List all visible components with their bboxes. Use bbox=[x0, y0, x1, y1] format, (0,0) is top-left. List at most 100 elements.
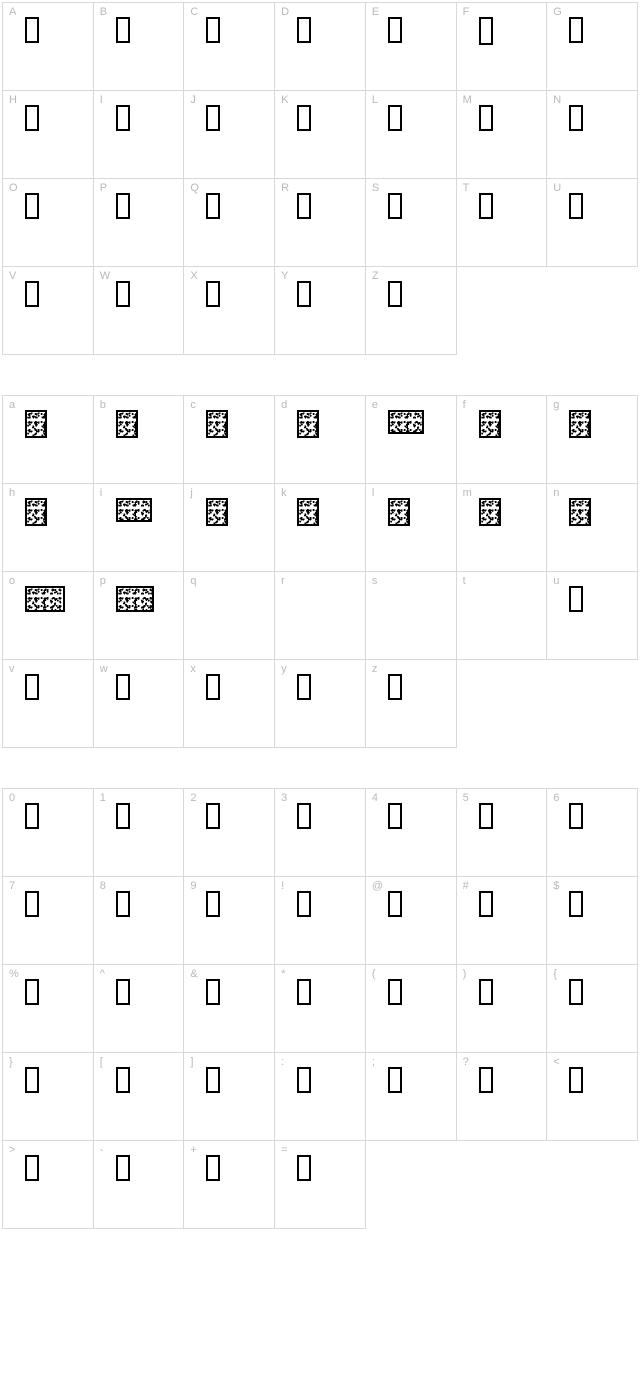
glyph-wrap bbox=[206, 281, 220, 307]
cell-label: ; bbox=[372, 1056, 375, 1068]
missing-glyph-icon bbox=[206, 803, 220, 829]
missing-glyph-icon bbox=[25, 1067, 39, 1093]
missing-glyph-icon bbox=[206, 979, 220, 1005]
glyph-wrap bbox=[388, 410, 424, 434]
glyph-cell: $ bbox=[547, 877, 638, 965]
cell-label: e bbox=[372, 399, 378, 411]
cell-label: 6 bbox=[553, 792, 559, 804]
glyph-cell: d bbox=[275, 396, 366, 484]
glyph-wrap bbox=[25, 193, 39, 219]
missing-glyph-icon bbox=[569, 1067, 583, 1093]
missing-glyph-icon bbox=[569, 586, 583, 612]
cell-label: d bbox=[281, 399, 287, 411]
cell-label: c bbox=[190, 399, 196, 411]
glyph-cell: p bbox=[94, 572, 185, 660]
cell-label: 8 bbox=[100, 880, 106, 892]
missing-glyph-icon bbox=[297, 891, 311, 917]
missing-glyph-icon bbox=[206, 674, 220, 700]
missing-glyph-icon bbox=[479, 891, 493, 917]
glyph-cell: I bbox=[94, 91, 185, 179]
section-symbols: 0123456789!@#$%^&*(){}[]:;?<>-+= bbox=[2, 788, 638, 1229]
cell-label: $ bbox=[553, 880, 559, 892]
glyph-cell: Z bbox=[366, 267, 457, 355]
glyph-cell: = bbox=[275, 1141, 366, 1229]
cell-label: t bbox=[463, 575, 466, 587]
glyph-cell: a bbox=[3, 396, 94, 484]
glyph-wrap bbox=[116, 1155, 130, 1181]
cell-label: j bbox=[190, 487, 192, 499]
glyph-cell: G bbox=[547, 3, 638, 91]
glyph-cell: C bbox=[184, 3, 275, 91]
glyph-grid: 0123456789!@#$%^&*(){}[]:;?<>-+= bbox=[2, 788, 638, 1229]
missing-glyph-icon bbox=[297, 1155, 311, 1181]
cell-label: K bbox=[281, 94, 288, 106]
missing-glyph-icon bbox=[116, 674, 130, 700]
glyph-cell: ( bbox=[366, 965, 457, 1053]
missing-glyph-icon bbox=[116, 979, 130, 1005]
cell-label: 3 bbox=[281, 792, 287, 804]
glyph-wrap bbox=[297, 17, 311, 43]
glyph-wrap bbox=[297, 891, 311, 917]
glyph-cell: & bbox=[184, 965, 275, 1053]
glyph-wrap bbox=[479, 105, 493, 131]
cell-label: = bbox=[281, 1144, 287, 1156]
empty-cell bbox=[366, 1141, 457, 1229]
glyph-wrap bbox=[206, 410, 228, 438]
glyph-wrap bbox=[116, 17, 130, 43]
artwork-glyph-icon bbox=[388, 410, 424, 434]
cell-label: % bbox=[9, 968, 19, 980]
glyph-wrap bbox=[388, 281, 402, 307]
glyph-wrap bbox=[206, 803, 220, 829]
cell-label: x bbox=[190, 663, 196, 675]
artwork-glyph-icon bbox=[25, 410, 47, 438]
missing-glyph-icon bbox=[25, 1155, 39, 1181]
glyph-cell: ] bbox=[184, 1053, 275, 1141]
cell-label: D bbox=[281, 6, 289, 18]
glyph-wrap bbox=[479, 17, 493, 45]
glyph-wrap bbox=[206, 17, 220, 43]
glyph-wrap bbox=[25, 1155, 39, 1181]
glyph-wrap bbox=[297, 674, 311, 700]
cell-label: r bbox=[281, 575, 285, 587]
glyph-wrap bbox=[388, 105, 402, 131]
empty-cell bbox=[547, 660, 638, 748]
missing-glyph-icon bbox=[569, 979, 583, 1005]
character-map-root: ABCDEFGHIJKLMNOPQRSTUVWXYZabcdefghijklmn… bbox=[2, 2, 638, 1229]
glyph-cell: H bbox=[3, 91, 94, 179]
glyph-wrap bbox=[206, 979, 220, 1005]
cell-label: w bbox=[100, 663, 108, 675]
cell-label: 5 bbox=[463, 792, 469, 804]
glyph-cell: E bbox=[366, 3, 457, 91]
glyph-wrap bbox=[388, 674, 402, 700]
cell-label: T bbox=[463, 182, 470, 194]
glyph-wrap bbox=[569, 1067, 583, 1093]
glyph-cell: S bbox=[366, 179, 457, 267]
cell-label: 1 bbox=[100, 792, 106, 804]
cell-label: g bbox=[553, 399, 559, 411]
glyph-cell: ! bbox=[275, 877, 366, 965]
glyph-cell: 1 bbox=[94, 789, 185, 877]
glyph-cell: : bbox=[275, 1053, 366, 1141]
cell-label: S bbox=[372, 182, 379, 194]
missing-glyph-icon bbox=[297, 281, 311, 307]
artwork-glyph-icon bbox=[569, 410, 591, 438]
glyph-cell: - bbox=[94, 1141, 185, 1229]
glyph-cell: F bbox=[457, 3, 548, 91]
glyph-wrap bbox=[569, 410, 591, 438]
glyph-wrap bbox=[297, 281, 311, 307]
missing-glyph-icon bbox=[297, 803, 311, 829]
cell-label: q bbox=[190, 575, 196, 587]
glyph-grid: ABCDEFGHIJKLMNOPQRSTUVWXYZ bbox=[2, 2, 638, 355]
glyph-wrap bbox=[206, 105, 220, 131]
cell-label: @ bbox=[372, 880, 383, 892]
glyph-wrap bbox=[479, 1067, 493, 1093]
glyph-cell: c bbox=[184, 396, 275, 484]
missing-glyph-icon bbox=[116, 105, 130, 131]
glyph-cell: V bbox=[3, 267, 94, 355]
artwork-glyph-icon bbox=[206, 498, 228, 526]
artwork-glyph-icon bbox=[297, 498, 319, 526]
glyph-cell: [ bbox=[94, 1053, 185, 1141]
glyph-cell: D bbox=[275, 3, 366, 91]
glyph-cell: 2 bbox=[184, 789, 275, 877]
glyph-wrap bbox=[479, 410, 501, 438]
